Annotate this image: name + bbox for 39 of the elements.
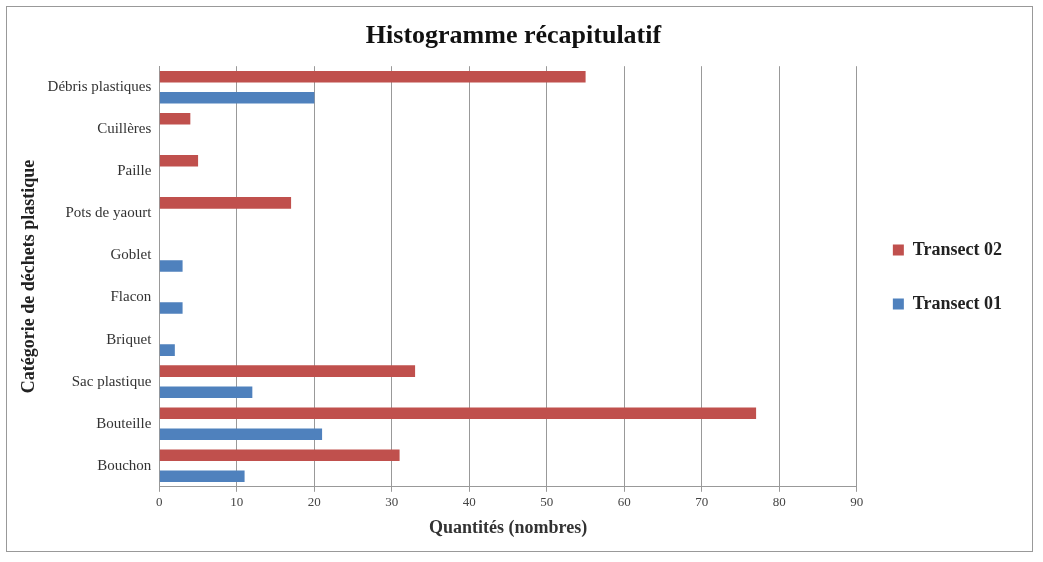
- y-tick-label: Briquet: [106, 330, 153, 347]
- bar: [159, 428, 323, 441]
- y-tick-label: Flacon: [110, 288, 152, 305]
- bar: [159, 260, 183, 272]
- y-tick-label: Bouteille: [96, 414, 152, 431]
- y-tick-label: Goblet: [110, 246, 153, 263]
- y-tick-label: Paille: [117, 162, 152, 179]
- y-tick-label: Pots de yaourt: [65, 204, 153, 221]
- bar: [159, 449, 400, 462]
- bar: [159, 365, 416, 377]
- bar: [159, 407, 757, 419]
- bar: [159, 70, 586, 83]
- y-tick-label: Cuillères: [97, 120, 152, 137]
- x-axis-title: Quantités (nombres): [429, 516, 588, 538]
- bar: [159, 112, 191, 125]
- bar: [159, 470, 245, 483]
- x-tick-label: 10: [230, 494, 244, 510]
- chart-title: Histogramme récapitulatif: [365, 20, 662, 50]
- bar: [159, 91, 315, 104]
- legend-label: Transect 02: [912, 238, 1003, 259]
- y-tick-label: Débris plastiques: [47, 78, 152, 95]
- x-tick-label: 60: [617, 494, 631, 510]
- x-tick-label: 30: [385, 494, 399, 510]
- x-tick-label: 90: [850, 494, 864, 510]
- bar: [159, 386, 253, 398]
- x-tick-label: 20: [307, 494, 321, 510]
- x-tick-label: 40: [462, 494, 476, 510]
- y-axis-title: Catégorie de déchets plastique: [18, 159, 39, 394]
- y-tick-label: Sac plastique: [71, 372, 152, 389]
- bar: [159, 302, 183, 314]
- x-tick-label: 0: [156, 494, 163, 510]
- legend-label: Transect 01: [912, 292, 1003, 313]
- x-tick-label: 80: [772, 494, 786, 510]
- y-tick-label: Bouchon: [97, 456, 152, 473]
- x-tick-label: 70: [695, 494, 709, 510]
- bar: [159, 197, 292, 209]
- bar: [159, 155, 199, 167]
- bar: [159, 344, 175, 356]
- x-tick-label: 50: [540, 494, 554, 510]
